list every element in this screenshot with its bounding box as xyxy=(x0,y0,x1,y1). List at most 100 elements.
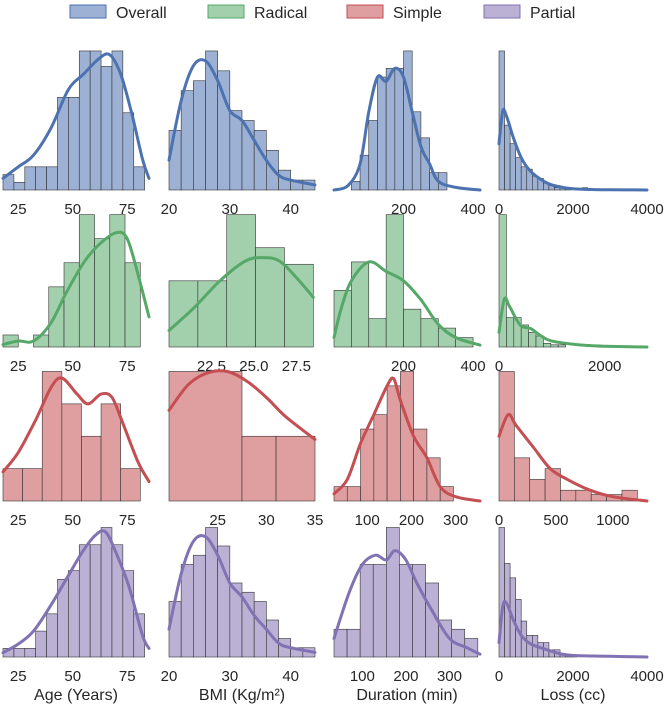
hist-bar xyxy=(403,308,422,348)
hist-bar xyxy=(41,371,63,502)
x-tick-label: 50 xyxy=(64,668,81,685)
x-axis-label: Loss (cc) xyxy=(541,687,606,704)
panel-partial-2: 20 30 40 xyxy=(161,527,317,685)
hist-bar xyxy=(385,68,396,191)
hist-bar xyxy=(68,570,80,658)
hist-bar xyxy=(89,544,102,658)
hist-bar xyxy=(399,564,413,658)
hist-bar xyxy=(386,385,401,502)
x-axis-label: Duration (min) xyxy=(356,687,457,704)
x-tick-label: 400 xyxy=(461,201,486,218)
hist-bar xyxy=(528,331,537,348)
hist-bar xyxy=(550,344,559,348)
kde-line xyxy=(167,58,317,187)
panel-partial-1: 25 50 75 xyxy=(1,527,151,685)
x-tick-label: 200 xyxy=(391,358,416,375)
hist-bar xyxy=(520,166,528,191)
hist-bar xyxy=(514,457,531,502)
kde-line xyxy=(497,296,649,349)
hist-bar xyxy=(359,564,374,658)
x-tick-label: 100 xyxy=(355,512,380,529)
x-tick-label: 2000 xyxy=(588,358,621,375)
kde-line xyxy=(332,66,482,192)
x-axis-labels: Age (Years) BMI (Kg/m²) Duration (min) Loss… xyxy=(34,687,605,704)
hist-bar xyxy=(346,628,361,658)
panel-radical-1: 25 50 75 xyxy=(1,214,151,375)
x-tick-label: 4000 xyxy=(630,201,663,218)
hist-bar xyxy=(94,238,111,348)
x-tick-label: 0 xyxy=(495,358,503,375)
hist-bar xyxy=(351,261,370,348)
hist-bar xyxy=(68,97,80,191)
hist-bar xyxy=(168,130,182,191)
kde-line xyxy=(167,534,317,654)
legend-swatch xyxy=(69,4,107,19)
hist-bar xyxy=(372,564,387,658)
hist-bar xyxy=(78,214,95,348)
hist-bar xyxy=(61,403,82,502)
legend-item-radical: Radical xyxy=(207,4,307,22)
kde-line xyxy=(1,376,151,484)
panel-simple-2: 25 30 35 xyxy=(167,369,324,529)
x-tick-label: 40 xyxy=(282,668,299,685)
hist-bar xyxy=(498,214,507,348)
hist-bar xyxy=(394,68,404,191)
hist-bar xyxy=(498,371,515,502)
x-tick-label: 0 xyxy=(495,512,503,529)
hist-bar xyxy=(180,564,194,658)
x-tick-label: 30 xyxy=(221,201,238,218)
hist-bar xyxy=(2,468,23,502)
x-tick-label: 400 xyxy=(461,358,486,375)
hist-bar xyxy=(368,120,378,191)
x-tick-label: 35 xyxy=(307,512,324,529)
hist-bar xyxy=(124,262,141,348)
x-tick-label: 25 xyxy=(10,668,27,685)
kde-line xyxy=(497,107,649,192)
legend-label: Radical xyxy=(254,5,307,22)
hist-bar xyxy=(133,613,145,658)
legend: Overall Radical Simple Partial xyxy=(69,4,575,22)
x-tick-label: 300 xyxy=(443,512,468,529)
hist-bar xyxy=(385,527,400,658)
hist-bar xyxy=(504,124,511,191)
x-tick-label: 75 xyxy=(119,668,136,685)
legend-item-simple: Simple xyxy=(346,4,442,22)
kde-line xyxy=(497,599,649,659)
x-tick-label: 50 xyxy=(64,512,81,529)
hist-bar xyxy=(100,403,121,502)
hist-bar xyxy=(46,613,58,658)
hist-bar xyxy=(560,489,577,502)
hist-bar xyxy=(575,489,592,502)
kde-line xyxy=(332,376,482,503)
x-tick-label: 25.0 xyxy=(239,358,268,375)
x-tick-label: 20 xyxy=(161,201,178,218)
hist-bar xyxy=(197,280,228,348)
kde-line xyxy=(1,52,151,180)
hist-bar xyxy=(506,317,515,348)
x-tick-label: 75 xyxy=(119,512,136,529)
hist-bar xyxy=(621,489,638,502)
x-tick-label: 200 xyxy=(391,201,416,218)
x-tick-label: 25 xyxy=(10,358,27,375)
panel-simple-1: 25 50 75 xyxy=(1,371,151,529)
hist-bar xyxy=(346,486,361,502)
hist-bar xyxy=(180,90,194,191)
hist-bar xyxy=(543,343,552,348)
panel-radical-3: 200 400 xyxy=(332,214,486,375)
x-tick-label: 25 xyxy=(209,512,226,529)
panel-simple-4: 0 500 1000 xyxy=(495,371,649,529)
hist-bar xyxy=(24,166,36,191)
x-tick-label: 2000 xyxy=(556,201,589,218)
legend-item-overall: Overall xyxy=(69,4,167,22)
x-tick-label: 75 xyxy=(119,201,136,218)
panel-overall-4: 0 2000 4000 xyxy=(495,50,664,218)
kde-line xyxy=(1,230,151,347)
hist-bar xyxy=(100,527,113,658)
kde-line xyxy=(167,256,315,332)
hist-bar xyxy=(48,286,65,348)
hist-bar xyxy=(275,435,316,502)
hist-bar xyxy=(385,214,404,348)
panel-simple-3: 100 200 300 xyxy=(332,371,482,529)
x-tick-label: 25 xyxy=(10,201,27,218)
